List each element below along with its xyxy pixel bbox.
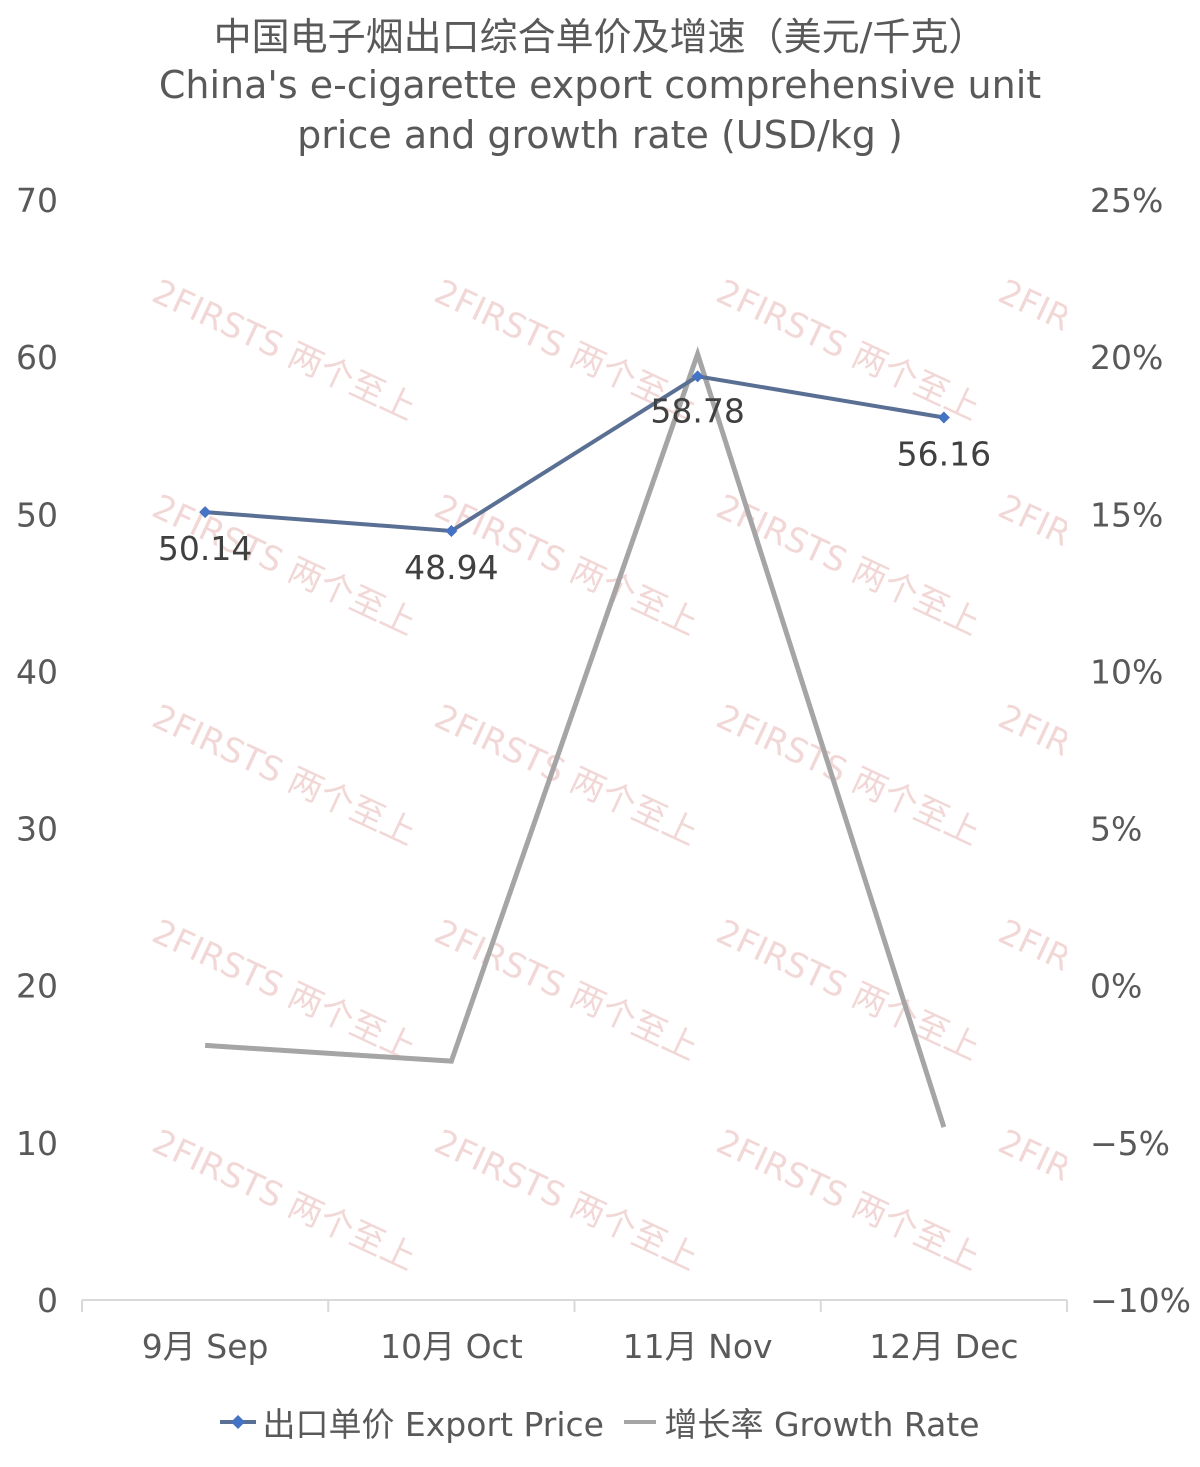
watermark-text: 2FIRSTS 两个至上 bbox=[146, 272, 422, 429]
export-price-point bbox=[691, 370, 704, 383]
watermark-text: 2FIRSTS 两个至上 bbox=[710, 912, 986, 1069]
watermark-text: 2FIRSTS 两个至上 bbox=[428, 697, 704, 854]
x-tick-label: 9月 Sep bbox=[142, 1327, 269, 1366]
series-export-price-line bbox=[204, 374, 945, 533]
y-right-tick-label: 25% bbox=[1090, 181, 1163, 220]
y-right-tick-label: 10% bbox=[1090, 652, 1163, 691]
y-left-tick-label: 60 bbox=[16, 338, 58, 377]
watermark-text: 2FIRSTS 两个至上 bbox=[710, 1122, 986, 1279]
legend-label-growth-rate: 增长率 Growth Rate bbox=[664, 1405, 980, 1444]
y-left-tick-label: 10 bbox=[16, 1124, 58, 1163]
legend-line-diamond-icon bbox=[220, 1404, 257, 1440]
export-price-data-label: 50.14 bbox=[158, 529, 252, 568]
export-price-data-label: 56.16 bbox=[897, 434, 991, 473]
export-price-data-label: 58.78 bbox=[650, 391, 744, 430]
export-price-point bbox=[937, 411, 950, 424]
legend: 出口单价 Export Price 增长率 Growth Rate bbox=[0, 1398, 1200, 1448]
chart-subtitle-line-2: price and growth rate (USD/kg ) bbox=[297, 113, 903, 157]
y-right-tick-label: 0% bbox=[1090, 967, 1142, 1006]
watermark-text: 2FIRSTS 两个至上 bbox=[146, 697, 422, 854]
x-tick-label: 12月 Dec bbox=[869, 1327, 1018, 1366]
x-tick-label: 10月 Oct bbox=[380, 1327, 523, 1366]
x-tick-label: 11月 Nov bbox=[623, 1327, 773, 1366]
watermark-text: 2FIRSTS 两个至上 bbox=[710, 272, 986, 429]
legend-item-growth-rate: 增长率 Growth Rate bbox=[622, 1398, 980, 1446]
y-left-tick-label: 70 bbox=[16, 181, 58, 220]
legend-label-export-price: 出口单价 Export Price bbox=[262, 1405, 604, 1444]
watermark-text: 2FIRSTS 两个至上 bbox=[428, 912, 704, 1069]
legend-line-icon bbox=[622, 1404, 658, 1440]
y-right-tick-label: −10% bbox=[1090, 1281, 1191, 1320]
y-right-tick-label: −5% bbox=[1090, 1124, 1170, 1163]
export-price-data-label: 48.94 bbox=[404, 548, 498, 587]
y-left-tick-label: 40 bbox=[16, 652, 58, 691]
legend-item-export-price: 出口单价 Export Price bbox=[220, 1398, 604, 1446]
y-right-tick-label: 20% bbox=[1090, 338, 1163, 377]
y-left-tick-label: 0 bbox=[37, 1281, 58, 1320]
y-left-tick-label: 30 bbox=[16, 810, 58, 849]
y-right-tick-label: 15% bbox=[1090, 495, 1163, 534]
y-left-tick-label: 50 bbox=[16, 495, 58, 534]
y-left-tick-label: 20 bbox=[16, 967, 58, 1006]
series-growth-rate-line bbox=[204, 346, 947, 1128]
watermark-text: 2FIRSTS 两个至上 bbox=[146, 1122, 422, 1279]
chart-subtitle-line-1: China's e-cigarette export comprehensive… bbox=[158, 63, 1042, 107]
export-price-point bbox=[199, 506, 212, 519]
watermark-text: 2FIRSTS 两个至上 bbox=[428, 1122, 704, 1279]
y-right-tick-label: 5% bbox=[1090, 810, 1142, 849]
watermark-text: 2FIRSTS 两个至上 bbox=[146, 912, 422, 1069]
chart-title: 中国电子烟出口综合单价及增速（美元/千克） bbox=[213, 15, 987, 59]
export-price-point bbox=[445, 524, 458, 537]
watermark-text: 2FIRSTS 两个至上 bbox=[710, 487, 986, 644]
